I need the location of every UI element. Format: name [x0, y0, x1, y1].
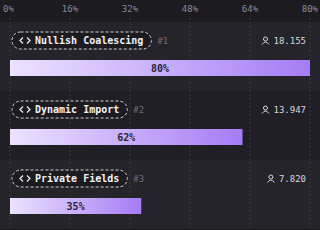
category-pill: [12, 101, 127, 118]
tick-label: 64%: [242, 4, 259, 14]
row-band: [0, 160, 320, 229]
bar: [10, 198, 141, 214]
data-label: 80%: [151, 63, 169, 74]
grid-line: [310, 18, 311, 230]
row-band: [0, 22, 320, 91]
tick-label: 0%: [3, 4, 14, 14]
category-pill: [12, 170, 127, 187]
user-icon: [267, 180, 274, 183]
bars: [10, 60, 310, 214]
rank-label: #1: [157, 36, 168, 46]
code-icon: [20, 38, 30, 44]
tick-label: 32%: [122, 4, 139, 14]
users-label: 7.820: [279, 174, 306, 184]
user-icon: [263, 37, 267, 41]
chart: 0% 16% 32% 48% 64% 80% Nullish Coalescing #1 18.…: [0, 0, 320, 230]
rank-label: #2: [133, 105, 144, 115]
category-pill: [12, 32, 151, 49]
users-label: 13.947: [273, 105, 306, 115]
row-band: [0, 91, 320, 160]
category-label: Nullish Coalescing: [35, 35, 143, 46]
data-label: 62%: [117, 132, 135, 143]
user-icon: [262, 111, 269, 114]
data-label: 35%: [67, 201, 85, 212]
grid-line: [190, 18, 191, 230]
tick-label: 48%: [182, 4, 199, 14]
bar: [10, 60, 310, 76]
rank-label: #3: [133, 174, 144, 184]
tick-label: 80%: [302, 4, 319, 14]
user-icon: [262, 42, 269, 45]
category-label: Dynamic Import: [35, 104, 119, 115]
code-icon: [20, 107, 30, 113]
bar: [10, 129, 243, 145]
category-label: Private Fields: [35, 173, 119, 184]
user-icon: [269, 175, 273, 179]
code-icon: [20, 176, 30, 182]
user-icon: [263, 106, 267, 110]
tick-label: 16%: [62, 4, 79, 14]
users-label: 18.155: [273, 36, 306, 46]
grid-line: [250, 18, 251, 230]
